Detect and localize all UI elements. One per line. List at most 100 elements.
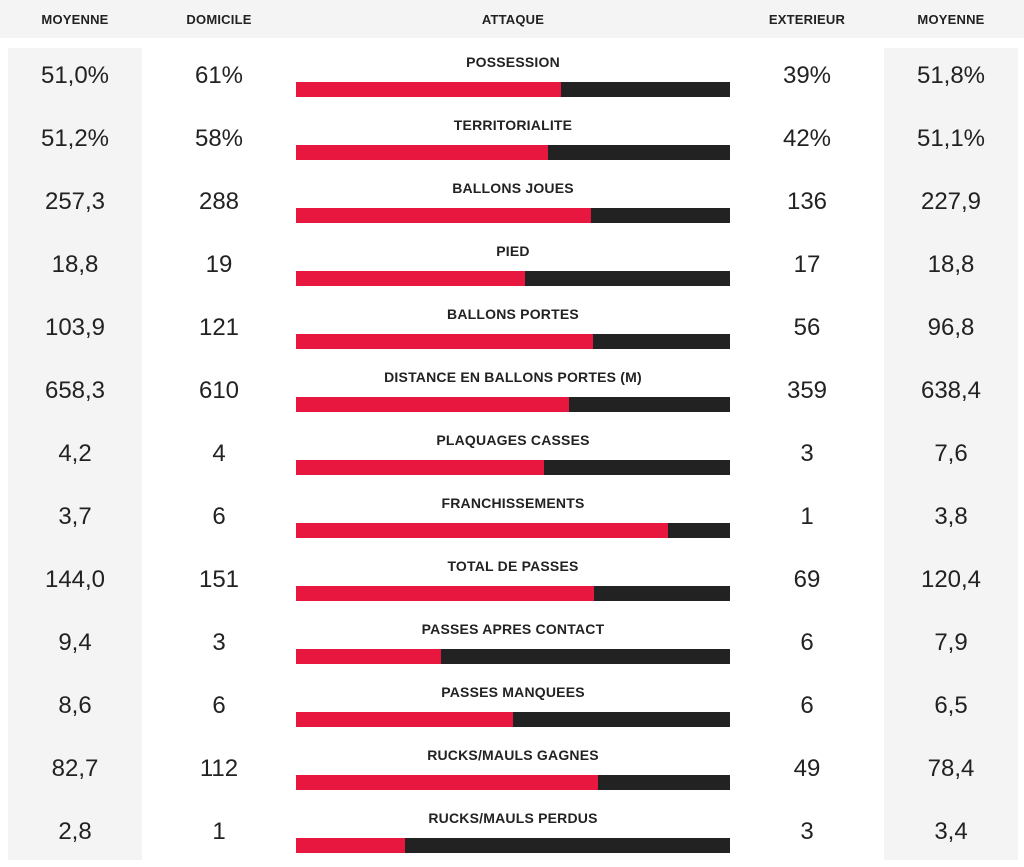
comparison-bar — [296, 523, 730, 538]
right-average-column — [884, 48, 1018, 860]
stat-row: 144,0 151 TOTAL DE PASSES 69 120,4 — [0, 552, 1024, 615]
header-home: DOMICILE — [186, 12, 252, 27]
header-right-average: MOYENNE — [917, 12, 985, 27]
home-average-value: 51,0% — [40, 62, 110, 89]
away-average-value: 3,8 — [934, 503, 968, 530]
stat-row: 658,3 610 DISTANCE EN BALLONS PORTES (M) 35… — [0, 363, 1024, 426]
away-value: 136 — [786, 188, 828, 215]
header-bar: MOYENNE DOMICILE ATTAQUE EXTERIEUR MOYEN… — [0, 0, 1024, 38]
away-value: 6 — [800, 629, 814, 656]
away-average-value: 227,9 — [920, 188, 982, 215]
comparison-bar — [296, 271, 730, 286]
stat-row: 9,4 3 PASSES APRES CONTACT 6 7,9 — [0, 615, 1024, 678]
away-value: 56 — [793, 314, 821, 341]
stat-row: 4,2 4 PLAQUAGES CASSES 3 7,6 — [0, 426, 1024, 489]
stat-row: 8,6 6 PASSES MANQUEES 6 6,5 — [0, 678, 1024, 741]
comparison-bar — [296, 712, 730, 727]
away-average-value: 96,8 — [927, 314, 975, 341]
home-share-bar — [296, 271, 526, 286]
home-average-value: 51,2% — [40, 125, 110, 152]
stat-label: PIED — [496, 243, 530, 259]
comparison-bar — [296, 838, 730, 853]
away-value: 49 — [793, 755, 821, 782]
stat-row: 82,7 112 RUCKS/MAULS GAGNES 49 78,4 — [0, 741, 1024, 804]
home-share-bar — [296, 838, 405, 853]
away-value: 3 — [800, 818, 814, 845]
home-value: 288 — [198, 188, 240, 215]
away-value: 69 — [793, 566, 821, 593]
comparison-bar — [296, 460, 730, 475]
stat-label: POSSESSION — [466, 54, 560, 70]
away-average-value: 6,5 — [934, 692, 968, 719]
home-share-bar — [296, 712, 513, 727]
away-average-value: 638,4 — [920, 377, 982, 404]
home-value: 151 — [198, 566, 240, 593]
stat-label: DISTANCE EN BALLONS PORTES (M) — [384, 369, 642, 385]
stat-row: 51,0% 61% POSSESSION 39% 51,8% — [0, 48, 1024, 111]
stat-label: PLAQUAGES CASSES — [436, 432, 590, 448]
home-average-value: 3,7 — [58, 503, 92, 530]
away-value: 17 — [793, 251, 821, 278]
stat-row: 103,9 121 BALLONS PORTES 56 96,8 — [0, 300, 1024, 363]
home-value: 112 — [199, 755, 239, 782]
stat-label: FRANCHISSEMENTS — [441, 495, 585, 511]
comparison-bar — [296, 145, 730, 160]
home-average-value: 18,8 — [51, 251, 99, 278]
home-value: 3 — [212, 629, 226, 656]
away-average-value: 120,4 — [920, 566, 982, 593]
home-average-value: 658,3 — [44, 377, 106, 404]
home-value: 1 — [212, 818, 226, 845]
home-value: 4 — [212, 440, 226, 467]
header-left-average: MOYENNE — [41, 12, 109, 27]
away-average-value: 51,1% — [916, 125, 986, 152]
away-average-value: 78,4 — [927, 755, 975, 782]
stat-label: PASSES APRES CONTACT — [421, 621, 605, 637]
home-share-bar — [296, 82, 561, 97]
home-average-value: 103,9 — [44, 314, 106, 341]
stat-label: RUCKS/MAULS GAGNES — [427, 747, 599, 763]
away-value: 39% — [782, 62, 832, 89]
home-average-value: 257,3 — [44, 188, 106, 215]
header-category: ATTAQUE — [481, 12, 545, 27]
stat-row: 257,3 288 BALLONS JOUES 136 227,9 — [0, 174, 1024, 237]
comparison-bar — [296, 649, 730, 664]
stat-row: 18,8 19 PIED 17 18,8 — [0, 237, 1024, 300]
home-value: 610 — [198, 377, 240, 404]
home-share-bar — [296, 586, 594, 601]
stat-label: TOTAL DE PASSES — [447, 558, 579, 574]
stat-label: BALLONS JOUES — [452, 180, 574, 196]
comparison-bar — [296, 208, 730, 223]
home-average-value: 82,7 — [51, 755, 99, 782]
away-average-value: 3,4 — [934, 818, 968, 845]
home-value: 6 — [212, 503, 226, 530]
stat-label: PASSES MANQUEES — [441, 684, 585, 700]
home-value: 58% — [194, 125, 244, 152]
home-share-bar — [296, 145, 548, 160]
away-average-value: 18,8 — [927, 251, 975, 278]
comparison-bar — [296, 586, 730, 601]
home-average-value: 9,4 — [58, 629, 92, 656]
home-average-value: 2,8 — [58, 818, 92, 845]
away-average-value: 7,6 — [934, 440, 968, 467]
home-share-bar — [296, 460, 544, 475]
home-average-value: 8,6 — [58, 692, 92, 719]
comparison-bar — [296, 397, 730, 412]
away-value: 359 — [786, 377, 828, 404]
home-share-bar — [296, 649, 441, 664]
stat-label: TERRITORIALITE — [453, 117, 573, 133]
away-value: 3 — [800, 440, 814, 467]
away-value: 6 — [800, 692, 814, 719]
comparison-bar — [296, 775, 730, 790]
stat-row: 3,7 6 FRANCHISSEMENTS 1 3,8 — [0, 489, 1024, 552]
home-average-value: 4,2 — [58, 440, 92, 467]
home-share-bar — [296, 334, 593, 349]
home-value: 19 — [205, 251, 233, 278]
home-value: 121 — [198, 314, 240, 341]
home-share-bar — [296, 523, 668, 538]
comparison-bar — [296, 82, 730, 97]
home-share-bar — [296, 775, 598, 790]
left-average-column — [8, 48, 142, 860]
away-average-value: 51,8% — [916, 62, 986, 89]
away-value: 42% — [782, 125, 832, 152]
home-share-bar — [296, 208, 591, 223]
